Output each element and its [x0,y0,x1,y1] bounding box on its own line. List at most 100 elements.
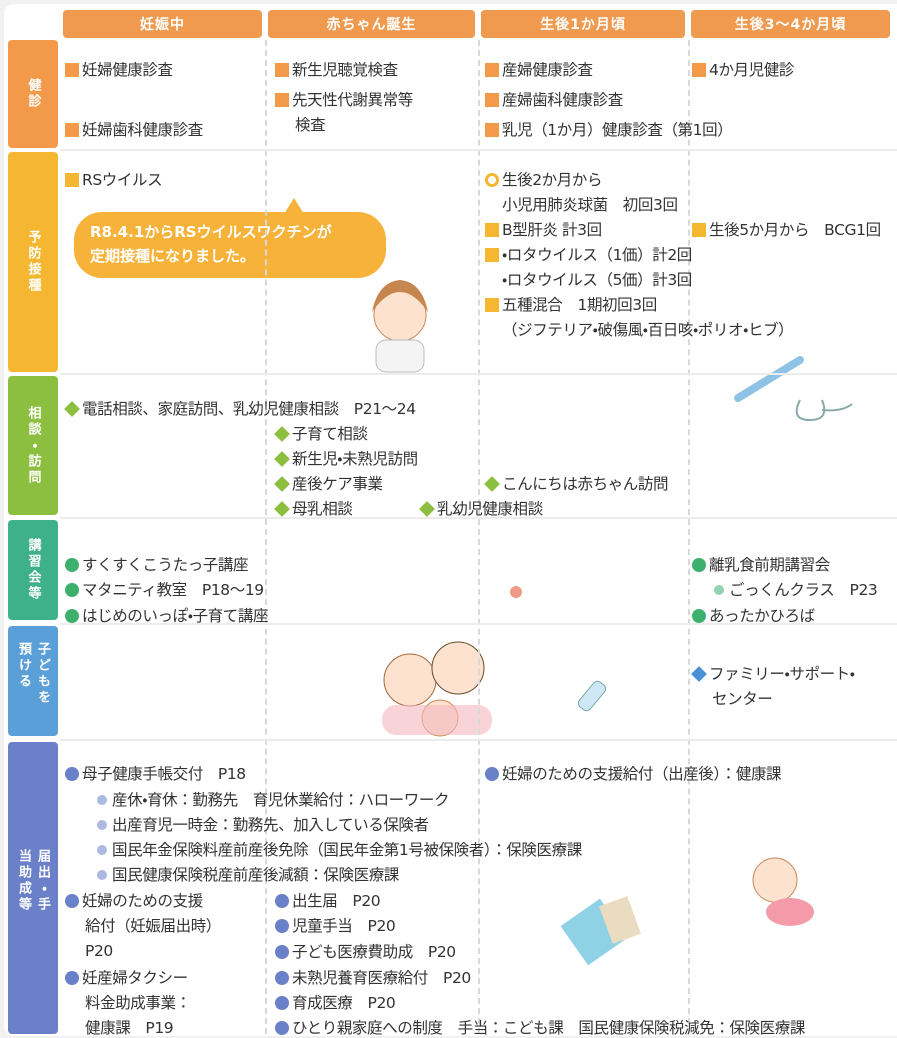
row-label-text: 講習会等 [25,538,41,602]
item-text: 母子健康手帳交付 P18 [82,765,246,783]
marker-light-circle [712,583,726,597]
marker-square [485,123,499,137]
marker-square [485,298,499,312]
callout-line: 定期接種になりました。 [90,247,256,265]
marker-square [275,93,289,107]
marker-circle [692,609,706,623]
item-text: 出産育児一時金：勤務先、加入している保険者 [112,816,429,834]
marker-square [65,63,79,77]
marker-circle [65,971,79,985]
row-label-text: 子どもを預ける [16,642,50,706]
marker-circle [65,558,79,572]
nurse-illustration [372,280,428,373]
item-text: B型肝炎 計3回 [502,221,602,239]
marker-circle [65,583,79,597]
marker-circle [485,767,499,781]
row-label: 講習会等 [8,520,58,620]
marker-circle [65,894,79,908]
column-header: 赤ちゃん誕生 [268,10,475,38]
item-text: 新生児聴覚検査 [292,61,398,79]
item-text: 育成医療 P20 [292,994,396,1012]
baby-illustration [752,857,814,926]
item-text: 子育て相談 [292,425,368,443]
item-text: ・ロタウイルス（1価）計2回 [502,246,692,264]
item-text: P20 [85,942,113,960]
marker-circle [275,945,289,959]
item-text: 先天性代謝異常等 [292,91,413,109]
item-text: 児童手当 P20 [292,917,396,935]
marker-square [485,248,499,262]
item-text: ひとり親家庭への制度 手当：こども課 国民健康保険税減免：保険医療課 [292,1019,805,1037]
item-text: 国民健康保険税産前産後減額：保険医療課 [112,866,399,884]
item-text: 4か月児健診 [709,61,794,79]
marker-circle [275,971,289,985]
item-text: 生後2か月から [502,171,603,189]
item-text: 産婦歯科健康診査 [502,91,623,109]
item-text: こんにちは赤ちゃん訪問 [502,475,669,493]
syringe-illustration [734,356,853,422]
marker-ring [485,173,499,187]
row-label-text: 相談・訪問 [25,405,41,486]
column-header: 生後3～4か月頃 [691,10,890,38]
gift-illustration [560,896,641,966]
item-text: 産休・育休：勤務先 育児休業給付：ハローワーク [112,791,450,809]
row-label: 子どもを預ける [8,626,58,736]
marker-light-circle [95,818,109,832]
marker-light-circle [95,843,109,857]
row-separator [60,739,897,741]
item-text: 新生児・未熟児訪問 [292,450,418,468]
marker-circle [275,1021,289,1035]
item-text: 五種混合 1期初回3回 [502,296,657,314]
item-text: 子ども医療費助成 P20 [292,943,456,961]
marker-square [692,63,706,77]
row-separator [60,623,897,625]
item-text: 妊婦歯科健康診査 [82,121,203,139]
marker-circle [65,767,79,781]
callout: R8.4.1からRSウイルスワクチンが 定期接種になりました。 [74,198,386,278]
column-header: 妊娠中 [63,10,262,38]
item-text: センター [712,690,773,708]
row-separator [60,517,897,519]
item-text: ごっくんクラス P23 [729,581,878,599]
item-text: 産後ケア事業 [292,475,383,493]
marker-square [65,173,79,187]
marker-square [692,223,706,237]
marker-square [65,123,79,137]
row-label-text: 予防接種 [25,230,41,294]
item-text: ・ロタウイルス（5価）計3回 [502,271,692,289]
family-illustration [382,641,492,737]
item-text: 産婦健康診査 [502,61,593,79]
item-text: 料金助成事業： [85,994,191,1012]
marker-circle [275,996,289,1010]
row-separator [60,149,897,151]
item-text: 電話相談、家庭訪問、乳幼児健康相談 P21～24 [82,400,416,418]
marker-square [485,63,499,77]
marker-square [275,63,289,77]
item-text: はじめのいっぽ・子育て講座 [82,607,269,625]
item-text: RSウイルス [82,171,163,189]
row-label-text: 健診 [25,78,41,110]
column-separator [688,40,690,1034]
item-text: 出生届 P20 [292,892,381,910]
row-label: 予防接種 [8,152,58,372]
marker-circle [65,609,79,623]
marker-square [485,223,499,237]
marker-circle [275,894,289,908]
item-text: 母乳相談 [292,500,353,518]
item-text: あったかひろば [709,607,815,625]
item-text: 給付（妊娠届出時） [85,917,221,935]
sheet [4,4,897,1036]
column-header: 生後1か月頃 [481,10,685,38]
item-text: 検査 [295,116,326,134]
item-text: 小児用肺炎球菌 初回3回 [502,196,678,214]
item-text: 妊婦のための支援 [82,892,203,910]
item-text: 妊婦健康診査 [82,61,173,79]
marker-light-circle [95,793,109,807]
item-text: 妊婦のための支援給付（出産後）：健康課 [502,765,782,783]
bottle-illustration [510,586,607,712]
row-separator [60,373,897,375]
item-text: ファミリー・サポート・ [709,665,855,683]
row-label: 相談・訪問 [8,376,58,515]
